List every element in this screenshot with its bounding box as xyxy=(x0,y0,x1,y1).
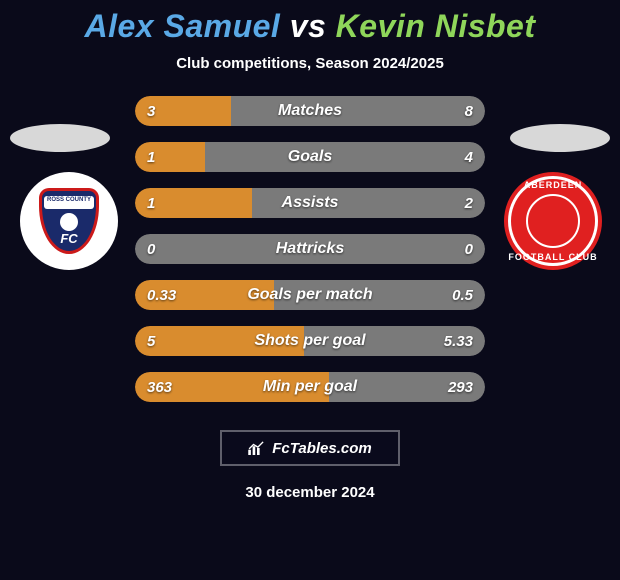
stat-row: 363293Min per goal xyxy=(135,372,485,402)
page-title: Alex Samuel vs Kevin Nisbet xyxy=(0,8,620,45)
player-a-photo-placeholder xyxy=(10,124,110,152)
stat-label: Goals xyxy=(135,142,485,172)
player-b-photo-placeholder xyxy=(510,124,610,152)
watermark-text: FcTables.com xyxy=(272,440,371,457)
stat-label: Shots per goal xyxy=(135,326,485,356)
comparison-card: Alex Samuel vs Kevin Nisbet Club competi… xyxy=(0,0,620,580)
stat-row: 38Matches xyxy=(135,96,485,126)
stat-label: Min per goal xyxy=(135,372,485,402)
watermark: FcTables.com xyxy=(220,430,400,466)
badge-fc-text: FC xyxy=(42,231,96,246)
shield-icon: ROSS COUNTY FC xyxy=(39,188,99,254)
player-b-name: Kevin Nisbet xyxy=(336,8,536,44)
stat-label: Hattricks xyxy=(135,234,485,264)
vs-separator: vs xyxy=(280,8,335,44)
stat-bars: 38Matches 14Goals 12Assists 00Hattricks 0.33… xyxy=(135,96,485,402)
ball-icon xyxy=(60,213,78,231)
player-a-name: Alex Samuel xyxy=(84,8,280,44)
chart-icon xyxy=(248,441,266,455)
club-badge-aberdeen: ABERDEEN ★ 1903 FOOTBALL CLUB xyxy=(504,172,602,270)
badge-bottom-text: FOOTBALL CLUB xyxy=(504,252,602,262)
stat-row: 14Goals xyxy=(135,142,485,172)
stat-row: 55.33Shots per goal xyxy=(135,326,485,356)
stat-row: 12Assists xyxy=(135,188,485,218)
stat-label: Matches xyxy=(135,96,485,126)
stat-label: Assists xyxy=(135,188,485,218)
stat-row: 00Hattricks xyxy=(135,234,485,264)
subtitle: Club competitions, Season 2024/2025 xyxy=(0,55,620,72)
badge-band-text: ROSS COUNTY xyxy=(44,196,94,209)
inner-ring-icon xyxy=(526,194,580,248)
date: 30 december 2024 xyxy=(0,484,620,501)
stat-row: 0.330.5Goals per match xyxy=(135,280,485,310)
stat-label: Goals per match xyxy=(135,280,485,310)
badge-top-text: ABERDEEN xyxy=(504,180,602,190)
club-badge-ross-county: ROSS COUNTY FC xyxy=(20,172,118,270)
